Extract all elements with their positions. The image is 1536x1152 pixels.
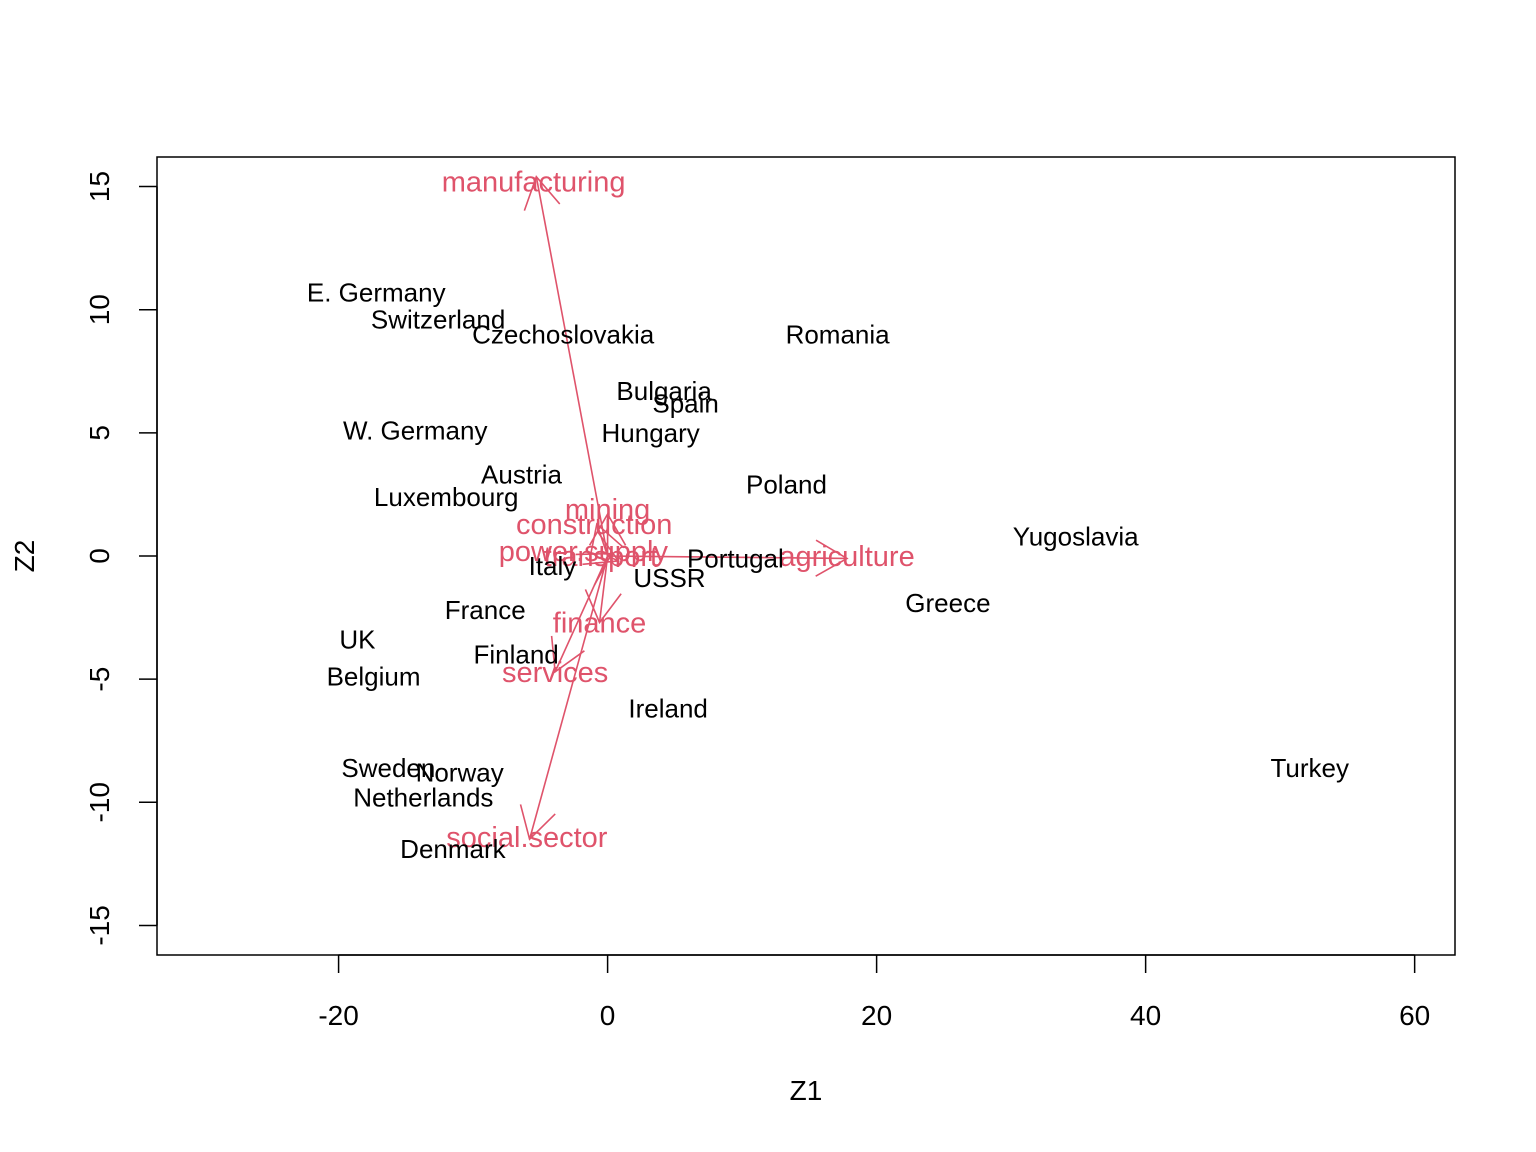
point-label: Turkey <box>1270 753 1349 783</box>
loading-arrow-head <box>575 552 614 586</box>
point-label: Poland <box>746 470 827 500</box>
y-tick-label: 15 <box>84 171 115 202</box>
x-tick-label: 0 <box>600 1000 616 1031</box>
loading-label: power.supply <box>499 536 669 568</box>
point-label: Austria <box>481 460 562 490</box>
point-label: E. Germany <box>307 277 446 307</box>
point-label: Switzerland <box>371 305 505 335</box>
loading-arrow-head <box>588 522 625 560</box>
loading-arrow-head <box>584 589 622 625</box>
point-label: UK <box>339 625 376 655</box>
y-tick-group: 10 <box>84 294 115 325</box>
point-label: Bulgaria <box>616 376 712 406</box>
point-label: Sweden <box>341 753 435 783</box>
loading-arrow-shaft <box>535 176 609 557</box>
y-tick-group: -15 <box>84 905 115 945</box>
y-tick-group: 15 <box>84 171 115 202</box>
point-label: Yugoslavia <box>1013 521 1139 551</box>
x-axis-label: Z1 <box>790 1075 823 1106</box>
x-tick-label: 40 <box>1130 1000 1161 1031</box>
loading-label: social.sector <box>446 822 608 854</box>
x-tick-label: -20 <box>318 1000 358 1031</box>
y-tick-label: -10 <box>84 782 115 822</box>
point-label: Czechoslovakia <box>472 319 655 349</box>
loading-finance: finance <box>553 555 647 640</box>
loading-arrow-shaft <box>607 555 619 562</box>
y-tick-label: 5 <box>84 425 115 441</box>
loading-arrow-head <box>588 512 627 546</box>
loading-arrow-shaft <box>607 555 848 560</box>
y-tick-group: 0 <box>84 548 115 564</box>
y-tick-label: -5 <box>84 667 115 692</box>
loading-label: agriculture <box>779 541 914 573</box>
point-label: Ireland <box>628 694 708 724</box>
loading-manufacturing: manufacturing <box>442 167 626 557</box>
loading-mining: mining <box>565 494 650 556</box>
point-label: Greece <box>905 588 990 618</box>
y-tick-label: -15 <box>84 905 115 945</box>
y-axis-label: Z2 <box>9 540 40 573</box>
x-tick-label: 20 <box>861 1000 892 1031</box>
point-label: Luxembourg <box>374 482 519 512</box>
point-label: France <box>445 595 526 625</box>
point-label: Spain <box>652 388 719 418</box>
loading-arrow-shaft <box>528 555 609 840</box>
loading-arrows: manufacturing miningconstructionpower.sup… <box>442 167 915 854</box>
x-tick-label: 60 <box>1399 1000 1430 1031</box>
loading-label: mining <box>565 494 650 526</box>
y-tick-label: 0 <box>84 548 115 564</box>
y-tick-group: -5 <box>84 667 115 692</box>
point-label: Denmark <box>400 834 506 864</box>
y-tick-label: 10 <box>84 294 115 325</box>
loading-arrow-shaft <box>596 523 609 557</box>
loading-label: construction <box>516 509 672 541</box>
loading-arrow-head <box>582 531 620 566</box>
loading-arrow-head <box>523 175 561 211</box>
loading-arrow-head <box>550 635 585 674</box>
loading-label: services <box>502 657 608 689</box>
loading-services: services <box>502 555 609 689</box>
loading-power-supply: power.supply <box>499 536 669 586</box>
loading-agriculture: agriculture <box>607 539 915 577</box>
point-label: Belgium <box>327 662 421 692</box>
point-label: Finland <box>473 640 558 670</box>
y-tick-group: 5 <box>84 425 115 441</box>
point-label: Portugal <box>687 543 784 573</box>
loading-construction: construction <box>516 509 672 560</box>
plot-frame <box>156 156 1456 956</box>
loading-label: manufacturing <box>442 167 626 199</box>
point-label: Hungary <box>602 418 700 448</box>
point-label: Italy <box>529 551 577 581</box>
loading-arrow-shaft <box>554 555 609 673</box>
loading-arrow-shaft <box>598 555 609 623</box>
loading-social-sector: social.sector <box>446 555 609 854</box>
y-tick-group: -10 <box>84 782 115 822</box>
point-label: USSR <box>633 563 705 593</box>
point-label: Romania <box>786 319 891 349</box>
point-label: Norway <box>416 758 504 788</box>
loading-arrow-head <box>519 804 556 841</box>
point-label: Netherlands <box>353 782 493 812</box>
loading-arrow-head <box>815 539 849 577</box>
point-label: W. Germany <box>343 415 487 445</box>
loading-label: finance <box>553 608 647 640</box>
